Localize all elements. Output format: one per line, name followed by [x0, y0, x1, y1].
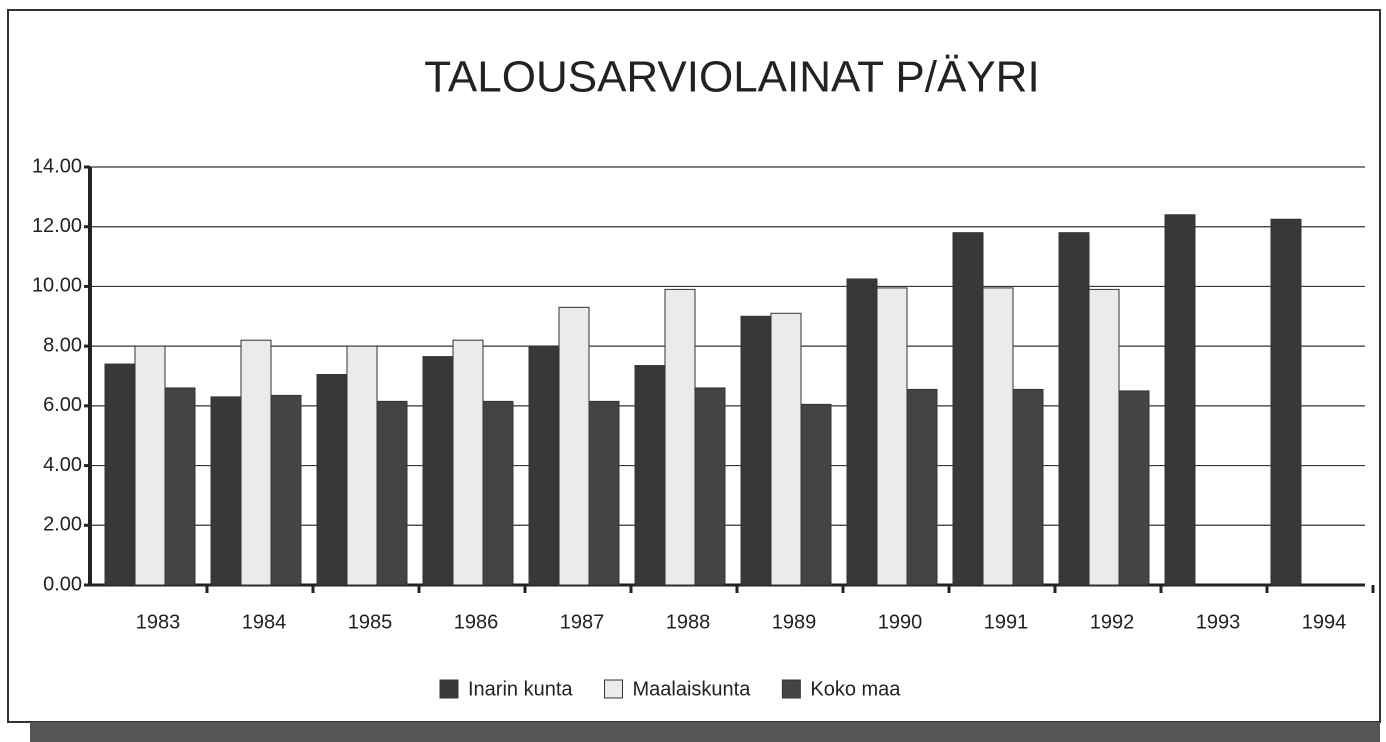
- bar: [528, 345, 560, 586]
- bar: [376, 400, 408, 586]
- y-tick-label: 4.00: [43, 454, 82, 476]
- x-tick-label: 1991: [984, 611, 1029, 633]
- x-tick-label: 1985: [348, 611, 393, 633]
- bar: [800, 403, 832, 586]
- bar: [876, 287, 908, 586]
- legend-swatch: [604, 679, 624, 699]
- bar: [740, 315, 772, 586]
- y-tick-label: 2.00: [43, 514, 82, 536]
- bar: [210, 396, 242, 586]
- bar: [316, 374, 348, 586]
- bar: [1088, 288, 1120, 586]
- scan-shadow: [30, 722, 1380, 742]
- bar: [134, 345, 166, 586]
- bar: [1012, 388, 1044, 586]
- bar: [164, 387, 196, 586]
- bar: [1270, 218, 1302, 586]
- x-tick-label: 1984: [242, 611, 287, 633]
- bar: [1164, 214, 1196, 586]
- x-tick-label: 1993: [1196, 611, 1241, 633]
- bar: [270, 394, 302, 586]
- bar: [952, 232, 984, 586]
- y-tick-label: 8.00: [43, 334, 82, 356]
- bar: [664, 288, 696, 586]
- bar: [558, 306, 590, 586]
- chart-title: TALOUSARVIOLAINAT P/ÄYRI: [424, 53, 1039, 102]
- bar: [694, 387, 726, 586]
- bar: [104, 363, 136, 586]
- bar: [588, 400, 620, 586]
- x-tick-label: 1994: [1302, 611, 1347, 633]
- x-tick-label: 1988: [666, 611, 711, 633]
- x-tick-label: 1987: [560, 611, 605, 633]
- y-tick-label: 14.00: [32, 155, 82, 177]
- bar: [770, 312, 802, 586]
- bar: [452, 339, 484, 586]
- legend-swatch: [439, 679, 459, 699]
- bar: [1118, 390, 1150, 586]
- legend-swatch: [781, 679, 801, 699]
- bar: [906, 388, 938, 586]
- bar: [240, 339, 272, 586]
- x-tick-label: 1983: [136, 611, 181, 633]
- bar: [982, 287, 1014, 586]
- y-tick-label: 6.00: [43, 394, 82, 416]
- x-tick-label: 1989: [772, 611, 817, 633]
- x-tick-label: 1992: [1090, 611, 1135, 633]
- bar: [482, 400, 514, 586]
- x-tick-label: 1986: [454, 611, 499, 633]
- bar: [346, 345, 378, 586]
- bar: [422, 356, 454, 586]
- legend-label: Maalaiskunta: [633, 678, 752, 700]
- y-tick-label: 12.00: [32, 215, 82, 237]
- bar: [634, 365, 666, 586]
- x-tick-label: 1990: [878, 611, 923, 633]
- bar: [1058, 232, 1090, 586]
- bar: [846, 278, 878, 586]
- legend-label: Inarin kunta: [468, 678, 573, 700]
- legend-label: Koko maa: [810, 678, 901, 700]
- y-tick-label: 10.00: [32, 275, 82, 297]
- y-tick-label: 0.00: [43, 573, 82, 595]
